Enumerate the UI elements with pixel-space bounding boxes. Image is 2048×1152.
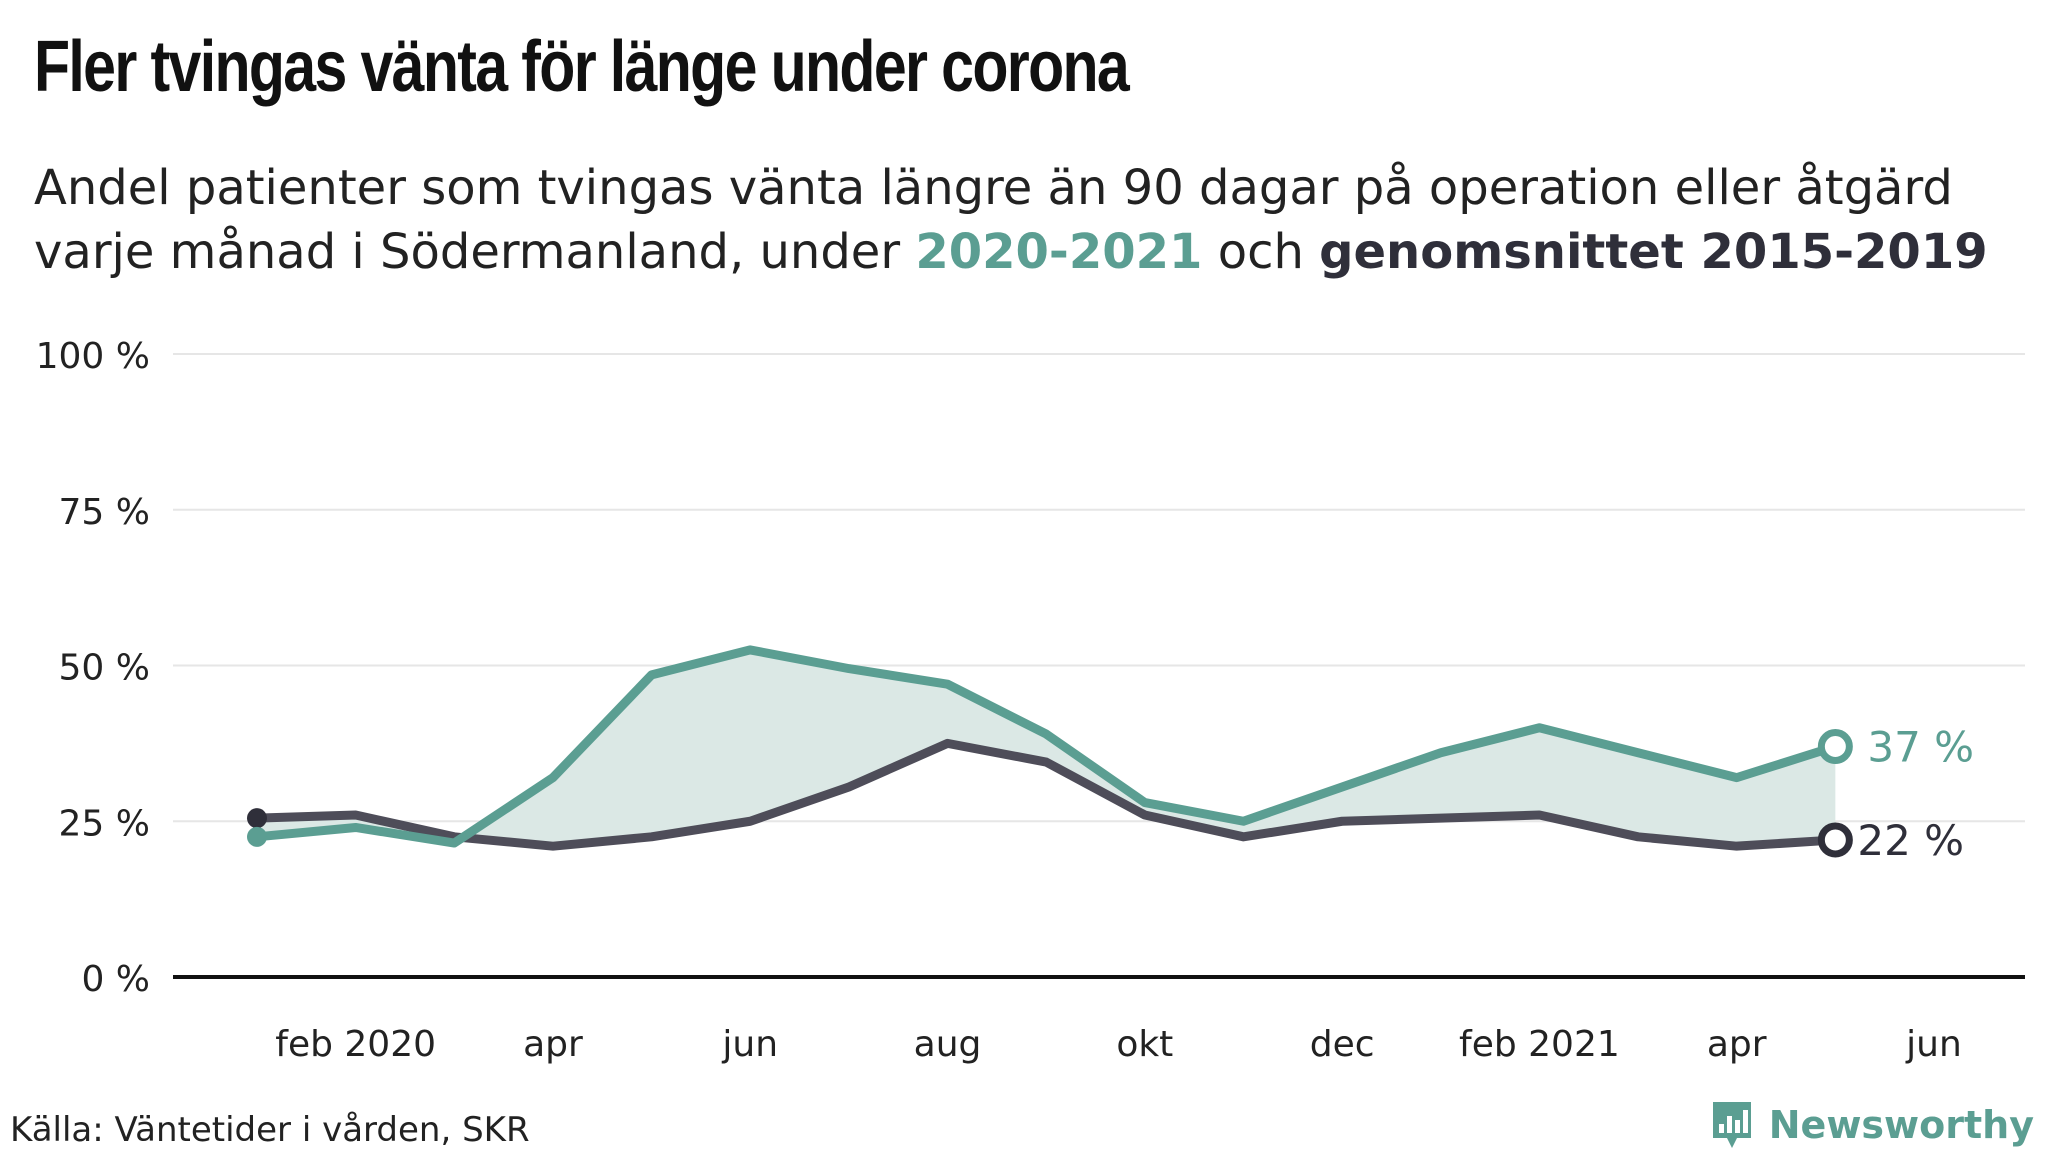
x-tick-label: apr — [1707, 1024, 1767, 1065]
x-tick-label: jun — [721, 1024, 778, 1065]
series-line-average — [252, 738, 1840, 851]
subtitle-highlight-2020: 2020-2021 — [915, 224, 1203, 280]
x-tick-label: apr — [523, 1024, 583, 1065]
series-end-point-average — [1817, 822, 1853, 858]
series-start-point-2020 — [247, 826, 267, 847]
x-tick-label: dec — [1310, 1024, 1375, 1065]
x-tick-label: jun — [1905, 1024, 1962, 1065]
series-start-point-average — [247, 808, 267, 829]
subtitle-highlight-average: genomsnittet 2015-2019 — [1319, 224, 1988, 280]
chart-title: Fler tvingas vänta för länge under coron… — [34, 27, 1130, 107]
y-tick-label: 50 % — [59, 648, 150, 689]
brand-name: Newsworthy — [1768, 1103, 2034, 1147]
y-tick-label: 75 % — [59, 492, 150, 533]
chart-subtitle: Andel patienter som tvingas vänta längre… — [34, 156, 2034, 284]
x-tick-label: feb 2021 — [1459, 1024, 1620, 1065]
source-note: Källa: Väntetider i vården, SKR — [10, 1110, 530, 1150]
bar-chart-icon — [1712, 1102, 1751, 1148]
end-label-average: 22 % — [1857, 816, 1964, 865]
brand-logo[interactable]: Newsworthy — [1709, 1098, 2034, 1152]
y-tick-label: 25 % — [59, 803, 150, 844]
x-tick-label: aug — [914, 1024, 982, 1065]
y-tick-label: 100 % — [36, 336, 150, 377]
subtitle-text-1: Andel patienter som tvingas vänta längre… — [34, 160, 1953, 280]
difference-area — [257, 649, 1836, 847]
series-line-2020 — [252, 645, 1840, 848]
x-tick-label: feb 2020 — [275, 1024, 436, 1065]
y-tick-label: 0 % — [81, 959, 150, 1000]
x-tick-label: okt — [1116, 1024, 1173, 1065]
subtitle-text-2: och — [1202, 224, 1320, 280]
series-end-point-2020 — [1817, 728, 1853, 764]
end-label-2020: 37 % — [1867, 722, 1974, 771]
